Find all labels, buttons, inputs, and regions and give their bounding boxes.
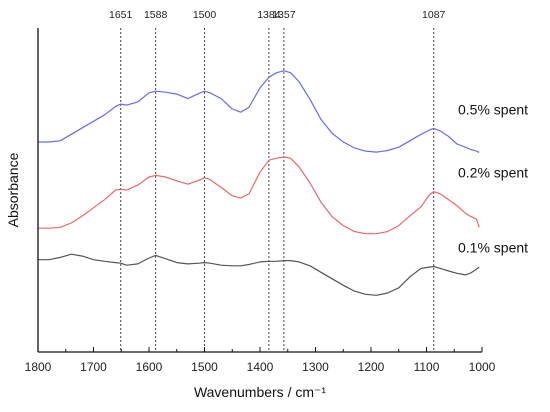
x-axis-title: Wavenumbers / cm⁻¹: [194, 384, 326, 400]
x-tick-label: 1200: [358, 360, 385, 374]
axes: 1800 1700 1600 1500 1400 1300 1200 1100 1000: [25, 28, 496, 374]
series-label: 0.5% spent: [458, 101, 528, 117]
series-label: 0.1% spent: [458, 239, 528, 255]
x-tick-label: 1000: [469, 360, 496, 374]
x-tick-label: 1800: [25, 360, 52, 374]
peak-marker-label: 1357: [272, 9, 296, 21]
series-labels: 0.5% spent 0.2% spent 0.1% spent: [458, 101, 528, 255]
x-tick-label: 1100: [414, 360, 440, 374]
peak-marker-label: 1087: [422, 9, 446, 21]
series-label: 0.2% spent: [458, 165, 528, 181]
series-line: [38, 253, 480, 296]
x-tick-label: 1600: [136, 360, 163, 374]
peak-marker-label: 1588: [144, 9, 168, 21]
x-tick-label: 1400: [247, 360, 274, 374]
x-tick-label: 1500: [191, 360, 218, 374]
peak-marker-label: 1500: [193, 9, 217, 21]
peak-marker-label: 1651: [109, 9, 133, 21]
series-lines: [38, 70, 480, 296]
x-tick-label: 1700: [80, 360, 107, 374]
x-tick-label: 1300: [302, 360, 329, 374]
peak-marker-label: 1384: [257, 9, 281, 21]
y-axis-title: Absorbance: [5, 152, 21, 227]
series-line: [38, 70, 480, 153]
series-line: [38, 156, 480, 235]
